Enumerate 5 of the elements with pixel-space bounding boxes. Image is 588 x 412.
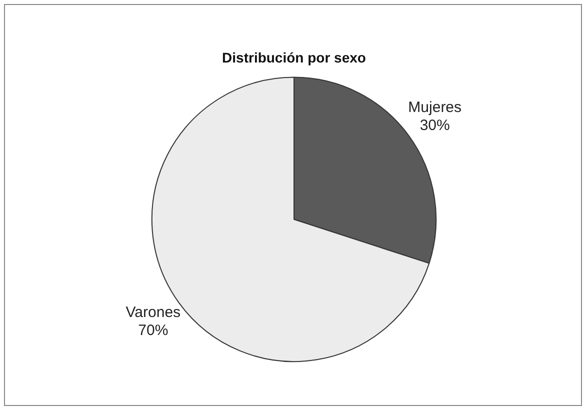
data-label: 70% bbox=[138, 322, 168, 339]
slice-label: Varones bbox=[126, 304, 181, 321]
data-label: 30% bbox=[420, 117, 450, 134]
slice-label: Mujeres bbox=[408, 99, 462, 116]
chart-title: Distribución por sexo bbox=[222, 49, 366, 66]
